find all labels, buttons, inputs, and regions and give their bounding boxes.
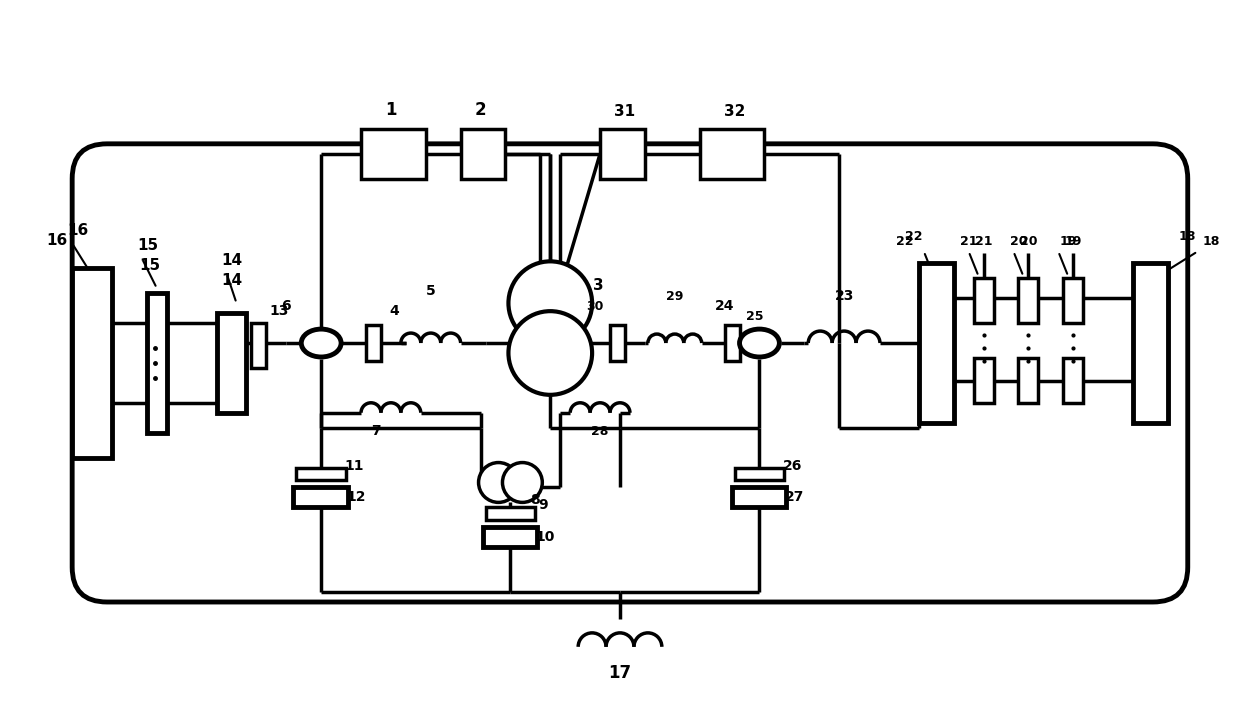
Text: 25: 25 <box>745 310 763 323</box>
Text: 22: 22 <box>905 231 923 243</box>
Circle shape <box>479 463 518 503</box>
Text: 15: 15 <box>139 258 160 273</box>
Text: 24: 24 <box>714 299 734 313</box>
Text: 28: 28 <box>591 425 609 438</box>
Ellipse shape <box>739 329 780 357</box>
Bar <box>1063 358 1084 403</box>
Circle shape <box>502 463 542 503</box>
Text: 26: 26 <box>782 458 802 472</box>
Bar <box>973 278 993 323</box>
Text: 2: 2 <box>475 101 486 119</box>
Text: 13: 13 <box>269 304 289 318</box>
Text: 16: 16 <box>46 233 67 248</box>
Text: 27: 27 <box>785 491 804 504</box>
Bar <box>919 264 954 423</box>
Text: 9: 9 <box>538 498 548 512</box>
Bar <box>460 129 506 179</box>
Text: 1: 1 <box>386 101 397 119</box>
Text: 21: 21 <box>960 236 977 248</box>
Bar <box>486 508 536 520</box>
Bar <box>252 323 267 368</box>
Bar <box>699 129 764 179</box>
Text: 30: 30 <box>587 300 604 313</box>
Bar <box>296 467 346 480</box>
Bar <box>600 129 645 179</box>
Text: 5: 5 <box>425 284 435 298</box>
Bar <box>217 313 247 413</box>
Bar <box>294 487 348 508</box>
Bar <box>1063 278 1084 323</box>
Bar <box>734 467 785 480</box>
FancyBboxPatch shape <box>72 144 1188 602</box>
Text: 11: 11 <box>345 458 363 472</box>
Bar <box>732 487 786 508</box>
Bar <box>1018 278 1038 323</box>
Text: 14: 14 <box>222 253 243 269</box>
Bar <box>482 527 537 547</box>
Circle shape <box>508 311 593 395</box>
Bar <box>366 325 381 361</box>
Bar <box>973 358 993 403</box>
Text: 6: 6 <box>281 299 291 313</box>
Text: 23: 23 <box>835 289 854 303</box>
Text: 3: 3 <box>593 278 604 293</box>
Bar <box>146 293 167 432</box>
Text: 12: 12 <box>346 491 366 504</box>
Text: 32: 32 <box>724 104 745 119</box>
Bar <box>72 269 112 458</box>
Bar <box>1018 358 1038 403</box>
Bar <box>724 325 739 361</box>
Text: 4: 4 <box>389 304 399 318</box>
Text: 22: 22 <box>897 236 914 248</box>
Bar <box>1133 264 1168 423</box>
Text: 15: 15 <box>136 238 157 253</box>
Bar <box>361 129 425 179</box>
Text: 19: 19 <box>1059 236 1076 248</box>
Text: 20: 20 <box>1009 236 1027 248</box>
Text: 21: 21 <box>975 236 992 248</box>
Text: 18: 18 <box>1179 231 1197 243</box>
Text: 14: 14 <box>222 273 243 288</box>
Text: 10: 10 <box>536 530 556 544</box>
Text: 7: 7 <box>371 424 381 438</box>
Text: 16: 16 <box>67 224 88 238</box>
Circle shape <box>508 262 593 345</box>
Text: 17: 17 <box>609 664 631 682</box>
Text: 29: 29 <box>666 290 683 303</box>
Text: 20: 20 <box>1019 236 1037 248</box>
Ellipse shape <box>301 329 341 357</box>
Text: 31: 31 <box>614 104 636 119</box>
Text: 18: 18 <box>1203 236 1220 248</box>
Text: 19: 19 <box>1064 236 1081 248</box>
Bar <box>610 325 625 361</box>
Text: 8: 8 <box>531 494 541 508</box>
